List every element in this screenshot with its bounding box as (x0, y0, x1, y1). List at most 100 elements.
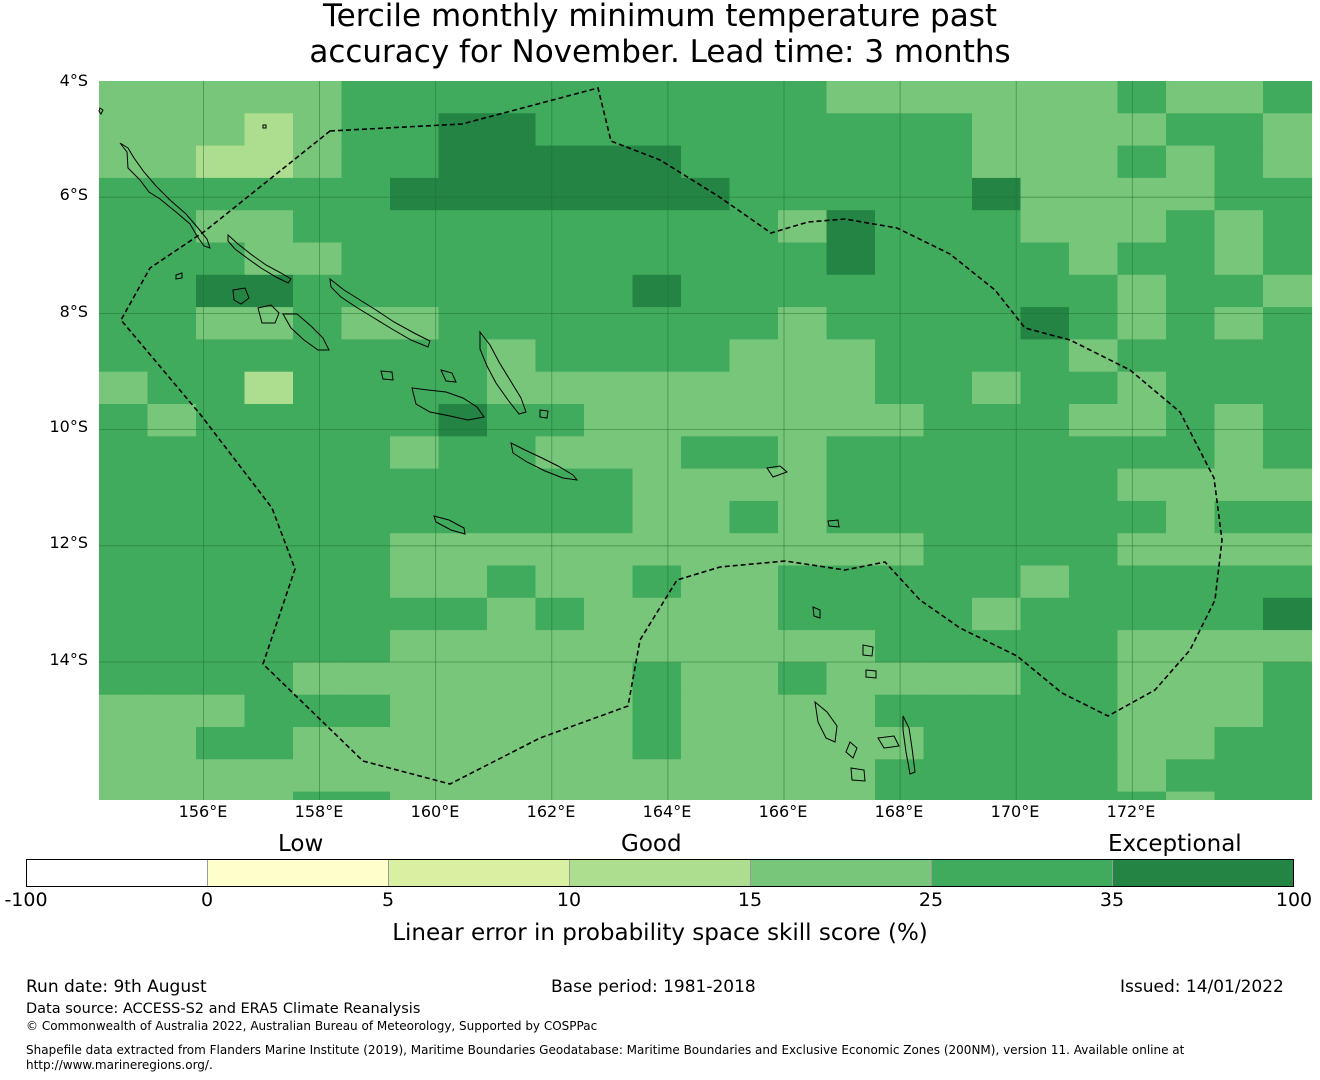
skill-cell (293, 727, 343, 760)
skill-cell (778, 307, 828, 340)
skill-map (98, 81, 1313, 800)
skill-cell (778, 500, 828, 534)
skill-cell (1117, 727, 1167, 760)
skill-cell (1117, 630, 1167, 663)
skill-cell (1214, 662, 1264, 696)
skill-cell (390, 274, 440, 308)
skill-cell (196, 759, 246, 793)
skill-cell (923, 242, 973, 276)
skill-cell (1263, 791, 1313, 800)
skill-cell (341, 500, 391, 534)
skill-cell (438, 727, 488, 760)
skill-cell (1020, 145, 1070, 179)
skill-cell (681, 436, 731, 470)
skill-cell (244, 533, 294, 567)
lon-label: 162°E (526, 802, 576, 821)
skill-cell (632, 113, 682, 147)
skill-cell (244, 339, 294, 373)
skill-cell (535, 597, 585, 631)
skill-cell (293, 339, 343, 373)
skill-cell (1214, 694, 1264, 728)
skill-cell (729, 727, 779, 760)
skill-cell (875, 630, 925, 663)
skill-cell (778, 565, 828, 599)
skill-cell (826, 662, 876, 696)
skill-cell (390, 307, 440, 340)
skill-cell (875, 597, 925, 631)
skill-cell (390, 177, 440, 211)
skill-cell (1166, 565, 1216, 599)
skill-cell (1166, 145, 1216, 179)
skill-cell (390, 662, 440, 696)
skill-cell (632, 500, 682, 534)
colorbar-tick-label: 5 (381, 889, 395, 911)
skill-cell (778, 145, 828, 179)
base-period: Base period: 1981-2018 (551, 977, 756, 997)
skill-cell (729, 404, 779, 437)
skill-cell (341, 145, 391, 179)
skill-cell (681, 500, 731, 534)
skill-cell (923, 274, 973, 308)
skill-cell (341, 404, 391, 437)
skill-cell (923, 468, 973, 502)
skill-cell (293, 436, 343, 470)
skill-cell (1166, 500, 1216, 534)
skill-cell (1166, 791, 1216, 800)
skill-cell (1117, 694, 1167, 728)
skill-cell (632, 759, 682, 793)
skill-cell (99, 630, 149, 663)
skill-cell (923, 145, 973, 179)
skill-cell (1020, 81, 1070, 114)
skill-cell (584, 662, 634, 696)
skill-cell (972, 662, 1022, 696)
skill-cell (196, 242, 246, 276)
skill-cell (99, 468, 149, 502)
skill-cell (1263, 694, 1313, 728)
skill-cell (390, 727, 440, 760)
skill-cell (196, 565, 246, 599)
skill-cell (1069, 727, 1119, 760)
skill-cell (875, 500, 925, 534)
island-kolombangara (282, 313, 330, 351)
run-date: Run date: 9th August (26, 977, 207, 997)
skill-cell (1117, 81, 1167, 114)
skill-cell (535, 533, 585, 567)
skill-cell (584, 404, 634, 437)
skill-cell (923, 339, 973, 373)
skill-cell (1117, 791, 1167, 800)
skill-cell (729, 242, 779, 276)
skill-cell (923, 597, 973, 631)
skill-cell (1117, 145, 1167, 179)
skill-cell (729, 436, 779, 470)
skill-cell (487, 371, 537, 405)
skill-cell (293, 177, 343, 211)
skill-cell (923, 500, 973, 534)
skill-cell (1117, 468, 1167, 502)
skill-cell (1214, 404, 1264, 437)
skill-cell (293, 500, 343, 534)
skill-cell (341, 694, 391, 728)
skill-cell (438, 81, 488, 114)
skill-cell (487, 81, 537, 114)
skill-cell (1263, 113, 1313, 147)
skill-cell (196, 468, 246, 502)
skill-cell (875, 210, 925, 244)
skill-cell (438, 404, 488, 437)
skill-cell (1214, 339, 1264, 373)
skill-cell (1117, 177, 1167, 211)
skill-cell (1020, 597, 1070, 631)
skill-cell (147, 371, 197, 405)
skill-cell (923, 436, 973, 470)
skill-cell (487, 242, 537, 276)
skill-cell (244, 81, 294, 114)
skill-cell (681, 597, 731, 631)
skill-cell (1166, 694, 1216, 728)
skill-cell (99, 791, 149, 800)
eez-boundary (120, 87, 1223, 785)
skill-cell (923, 533, 973, 567)
skill-cell (535, 500, 585, 534)
skill-cell (681, 113, 731, 147)
lon-label: 168°E (874, 802, 924, 821)
skill-cell (341, 81, 391, 114)
skill-cell (147, 242, 197, 276)
